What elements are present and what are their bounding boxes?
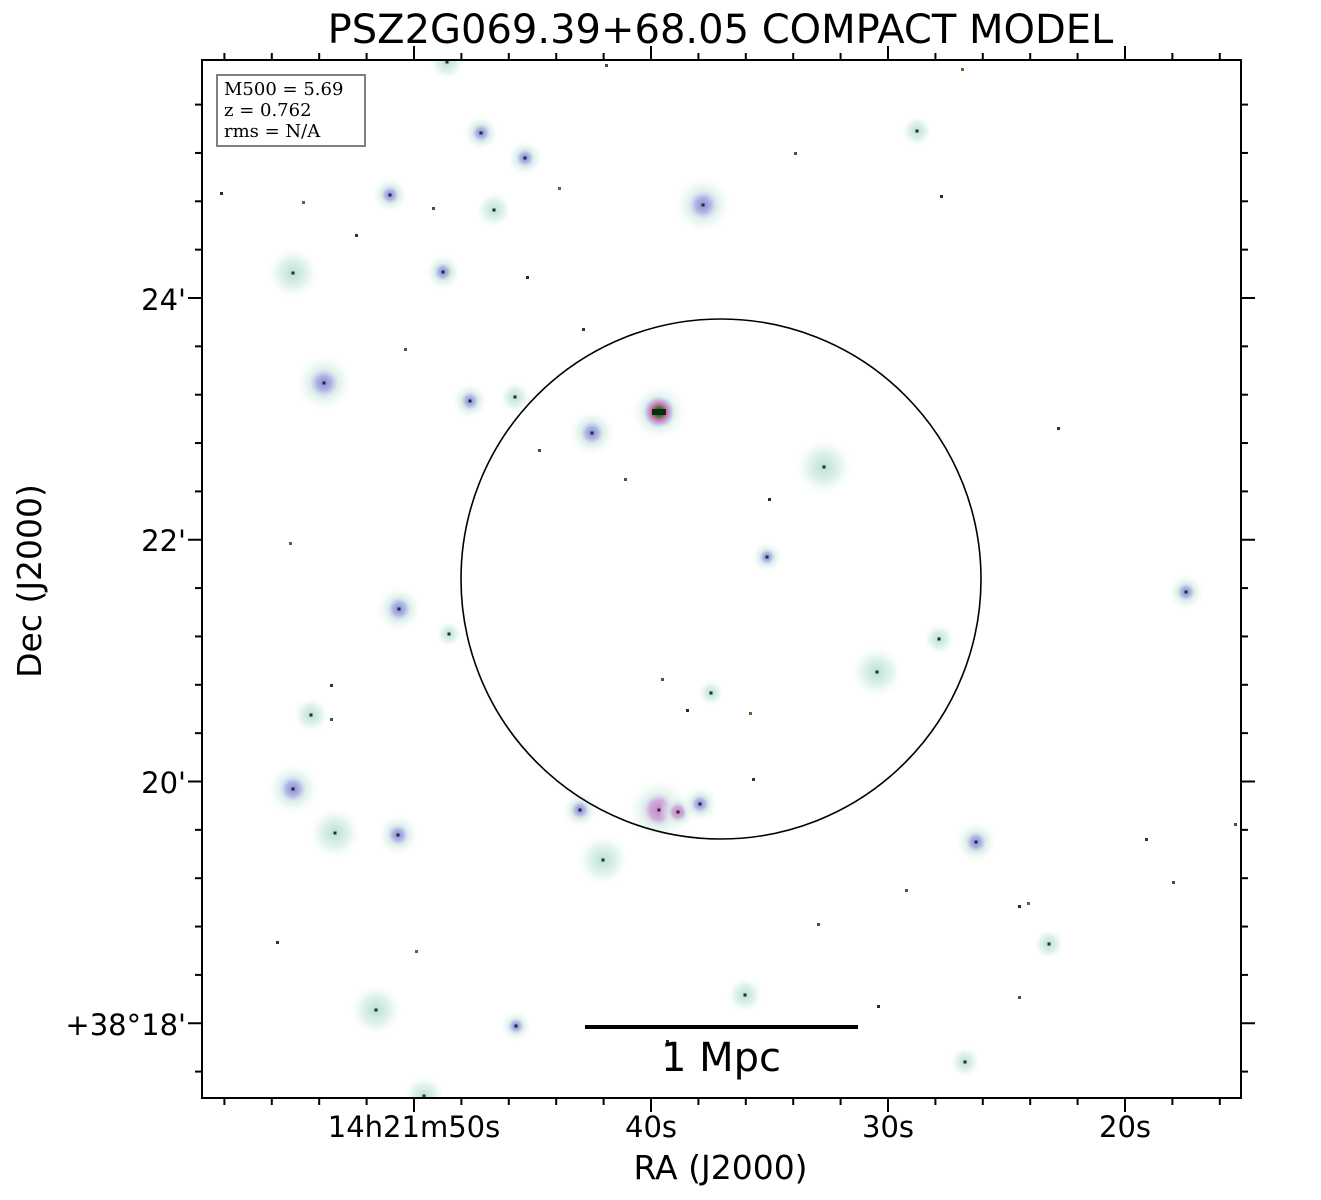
- source-pixel: [822, 465, 826, 469]
- source-pixel: [875, 670, 879, 674]
- mass-label: M500 = 5.69: [224, 79, 344, 100]
- noise-pixel: [1018, 905, 1021, 908]
- y-tick-label: 22': [141, 524, 186, 558]
- noise-pixel: [404, 348, 407, 351]
- scale-bar-label: 1 Mpc: [660, 1035, 782, 1081]
- source-pixel: [709, 691, 713, 695]
- noise-pixel: [817, 923, 820, 926]
- y-tick-label: +38°18': [65, 1008, 186, 1042]
- rms-label: rms = N/A: [224, 121, 321, 142]
- noise-pixel: [752, 778, 755, 781]
- x-tick-label: 30s: [861, 1110, 915, 1144]
- x-tick-label: 40s: [624, 1110, 678, 1144]
- y-tick-label: 24': [141, 283, 186, 317]
- source-pixel: [513, 395, 517, 399]
- noise-pixel: [415, 950, 418, 953]
- source-pixel: [397, 607, 401, 611]
- x-tick-label: 20s: [1098, 1110, 1152, 1144]
- y-axis-label: Dec (J2000): [10, 484, 49, 678]
- source-pixel: [1047, 942, 1051, 946]
- x-axis-label: RA (J2000): [633, 1148, 808, 1187]
- noise-pixel: [1057, 427, 1060, 430]
- noise-pixel: [526, 276, 529, 279]
- x-tick-label: 14h21m50s: [327, 1110, 501, 1144]
- source-pixel: [514, 1024, 518, 1028]
- source-pixel: [291, 271, 295, 275]
- source-pixel: [333, 831, 337, 835]
- noise-pixel: [666, 1040, 669, 1043]
- source-pixel: [523, 156, 527, 160]
- noise-pixel: [558, 187, 561, 190]
- source-pixel: [441, 270, 445, 274]
- noise-pixel: [749, 712, 752, 715]
- sources-layer: [220, 60, 1241, 1098]
- source-pixel: [422, 1094, 426, 1098]
- noise-pixel: [605, 64, 608, 67]
- source-pixel: [291, 787, 295, 791]
- source-pixel: [601, 858, 605, 862]
- noise-pixel: [624, 478, 627, 481]
- source-pixel: [590, 431, 594, 435]
- noise-pixel: [538, 449, 541, 452]
- source-pixel: [388, 193, 392, 197]
- noise-pixel: [355, 234, 358, 237]
- source-pixel: [578, 808, 582, 812]
- noise-pixel: [432, 207, 435, 210]
- noise-pixel: [961, 68, 964, 71]
- noise-pixel: [905, 889, 908, 892]
- cluster-info-box: M500 = 5.69 z = 0.762 rms = N/A: [216, 74, 366, 147]
- source-pixel: [1184, 590, 1188, 594]
- plot-title: PSZ2G069.39+68.05 COMPACT MODEL: [327, 7, 1114, 53]
- noise-pixel: [1145, 838, 1148, 841]
- noise-pixel: [768, 498, 771, 501]
- noise-pixel: [686, 709, 689, 712]
- noise-pixel: [276, 941, 279, 944]
- source-pixel: [743, 993, 747, 997]
- source-pixel: [374, 1008, 378, 1012]
- source-pixel: [479, 131, 483, 135]
- source-pixel: [652, 409, 666, 415]
- noise-pixel: [1234, 823, 1237, 826]
- source-halo: [402, 1074, 446, 1098]
- source-pixel: [915, 129, 919, 133]
- source-pixel: [445, 60, 449, 64]
- source-pixel: [765, 555, 769, 559]
- noise-pixel: [582, 328, 585, 331]
- source-pixel: [963, 1060, 967, 1064]
- noise-pixel: [1027, 902, 1030, 905]
- noise-pixel: [1018, 996, 1021, 999]
- source-pixel: [396, 833, 400, 837]
- source-pixel: [447, 632, 451, 636]
- y-tick-label: 20': [141, 766, 186, 800]
- source-pixel: [937, 637, 941, 641]
- noise-pixel: [1172, 881, 1175, 884]
- source-pixel: [657, 808, 661, 812]
- source-pixel: [974, 840, 978, 844]
- source-pixel: [698, 802, 702, 806]
- source-pixel: [676, 810, 680, 814]
- source-pixel: [701, 203, 705, 207]
- axis-ticks: [188, 46, 1255, 1112]
- source-pixel: [322, 381, 326, 385]
- noise-pixel: [220, 192, 223, 195]
- noise-pixel: [330, 684, 333, 687]
- noise-pixel: [661, 678, 664, 681]
- noise-pixel: [289, 542, 292, 545]
- cluster-aperture-circle: [460, 318, 982, 840]
- redshift-label: z = 0.762: [224, 100, 312, 121]
- source-pixel: [468, 399, 472, 403]
- noise-pixel: [302, 201, 305, 204]
- source-halo: [428, 60, 466, 81]
- noise-pixel: [877, 1005, 880, 1008]
- noise-pixel: [940, 195, 943, 198]
- noise-pixel: [794, 152, 797, 155]
- noise-pixel: [330, 718, 333, 721]
- source-pixel: [492, 208, 496, 212]
- source-pixel: [309, 713, 313, 717]
- axes-frame: [201, 59, 1242, 1099]
